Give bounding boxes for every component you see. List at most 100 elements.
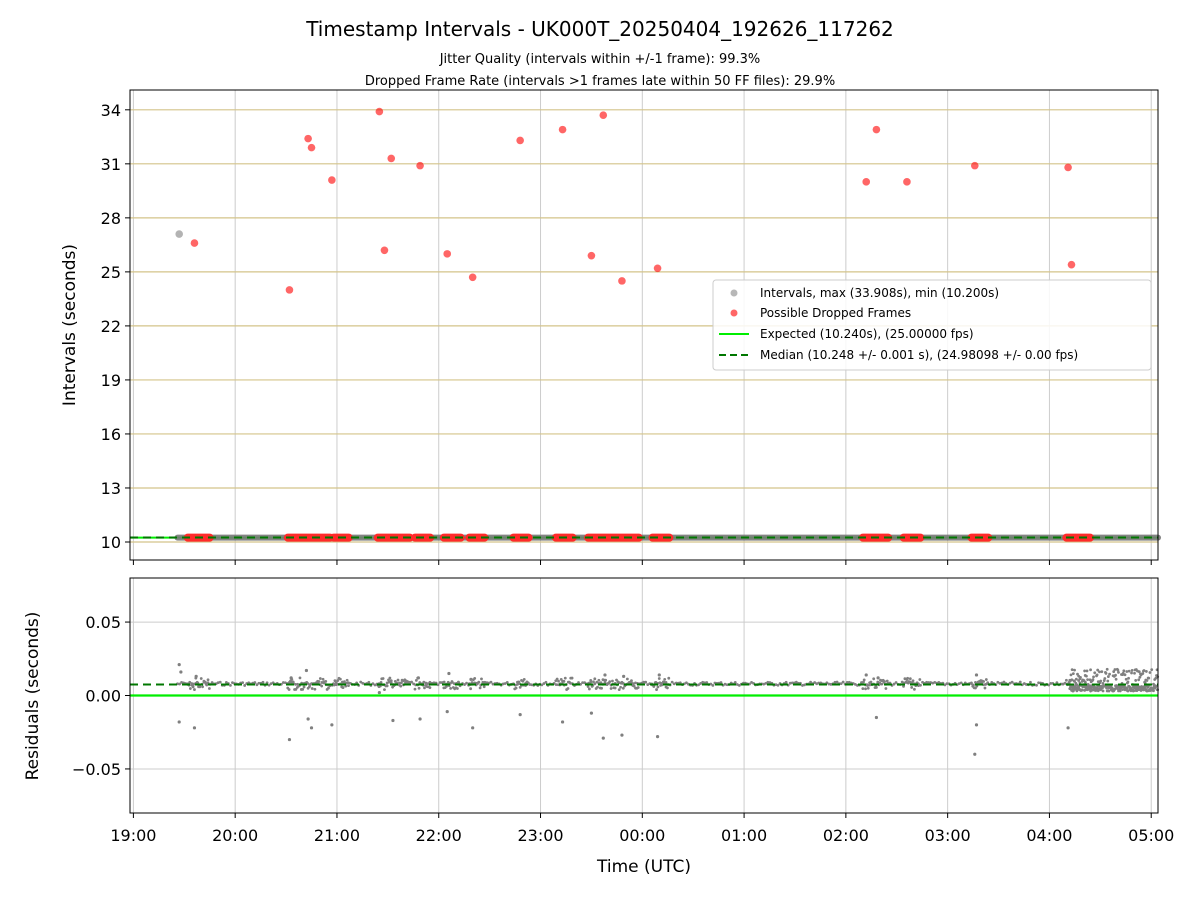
bottom-x-ticks: 19:00 20:00 21:00 22:00 23:00 00:00 01:00 02:00… (110, 813, 1174, 845)
residual-point (711, 683, 715, 687)
residual-point (636, 686, 640, 689)
residual-point (630, 679, 633, 683)
residual-point (1108, 672, 1111, 676)
residual-point (1089, 668, 1092, 672)
residual-point (317, 680, 321, 683)
top-dropped-point (304, 134, 312, 143)
residual-point (413, 687, 417, 691)
top-y-tick-label: 10 (101, 533, 121, 552)
residual-point (442, 680, 446, 684)
residual-point (321, 677, 325, 681)
residual-point (193, 688, 196, 691)
residual-point (827, 682, 831, 686)
residual-outlier-point (469, 677, 473, 681)
residual-point (1091, 678, 1095, 682)
residual-point (1093, 671, 1097, 675)
residual-point (567, 680, 571, 684)
residual-point (883, 680, 886, 683)
residual-point (619, 685, 622, 689)
residual-point (243, 684, 247, 687)
residual-point (438, 681, 442, 684)
residual-point (1029, 680, 1032, 684)
residual-point (1122, 669, 1126, 673)
residual-point (477, 680, 481, 684)
residual-point (983, 686, 987, 690)
residual-outlier-point (973, 752, 977, 756)
residual-point (343, 680, 346, 684)
residual-point (309, 682, 313, 686)
residual-point (1085, 674, 1088, 678)
residual-point (1118, 689, 1122, 693)
residual-point (862, 678, 866, 682)
residual-point (705, 681, 709, 684)
residual-outlier-point (560, 720, 565, 724)
residual-point (566, 687, 570, 690)
residual-point (969, 681, 973, 685)
residual-point (790, 681, 794, 685)
top-dropped-point (618, 277, 626, 285)
residual-point (436, 683, 440, 687)
residual-point (913, 687, 916, 691)
residual-point (666, 686, 669, 690)
residual-point (381, 677, 385, 680)
residual-point (655, 688, 658, 691)
residual-point (210, 681, 214, 684)
residual-point (604, 678, 608, 682)
residual-point (562, 679, 566, 683)
residual-point (839, 682, 843, 686)
legend-label-dropped: Possible Dropped Frames (760, 306, 911, 320)
residual-point (302, 685, 306, 689)
residual-point (188, 680, 192, 684)
residual-point (925, 680, 929, 684)
residual-point (385, 684, 389, 688)
residual-point (884, 687, 888, 690)
residual-point (261, 680, 265, 684)
residual-point (327, 686, 330, 690)
chart-title: Timestamp Intervals - UK000T_20250404_19… (305, 17, 894, 41)
residual-outlier-point (603, 673, 607, 677)
residual-point (1137, 678, 1141, 682)
residual-point (1103, 677, 1107, 680)
residual-point (809, 680, 812, 684)
residual-point (570, 676, 574, 680)
residual-point (943, 683, 947, 687)
residual-point (864, 687, 867, 691)
residual-point (1047, 683, 1051, 687)
residual-point (652, 685, 656, 688)
residual-point (301, 687, 305, 691)
residual-point (205, 683, 209, 687)
residual-point (613, 686, 617, 690)
residual-point (1096, 668, 1100, 672)
residual-point (589, 678, 593, 682)
residual-point (595, 680, 599, 684)
top-dropped-point (190, 239, 199, 247)
residual-point (333, 679, 337, 683)
bottom-y-ticks: −0.05 0.00 0.05 (72, 613, 130, 779)
x-axis-label: Time (UTC) (596, 857, 691, 877)
residual-point (1088, 678, 1092, 682)
residual-point (609, 687, 613, 690)
residual-point (869, 680, 873, 684)
residual-point (1144, 670, 1148, 673)
residual-point (195, 680, 199, 684)
residual-outlier-point (309, 726, 314, 730)
residual-outlier-point (1066, 726, 1070, 730)
residual-outlier-point (304, 668, 309, 673)
x-tick-label: 01:00 (721, 826, 767, 845)
top-grid (130, 90, 1158, 560)
x-tick-label: 04:00 (1026, 826, 1072, 845)
residual-point (1080, 688, 1084, 692)
residual-point (894, 681, 898, 684)
residual-point (1070, 668, 1074, 672)
residual-point (910, 686, 914, 689)
residual-point (685, 681, 688, 685)
residual-point (644, 680, 648, 684)
residual-point (178, 682, 181, 686)
residual-outlier-point (194, 674, 198, 679)
residual-point (463, 683, 466, 686)
residual-point (656, 685, 660, 689)
residual-point (1127, 669, 1131, 673)
top-y-ticks: 10 13 16 19 22 25 28 31 34 (101, 101, 130, 552)
residual-point (996, 680, 1000, 684)
top-dropped-point (375, 107, 384, 116)
